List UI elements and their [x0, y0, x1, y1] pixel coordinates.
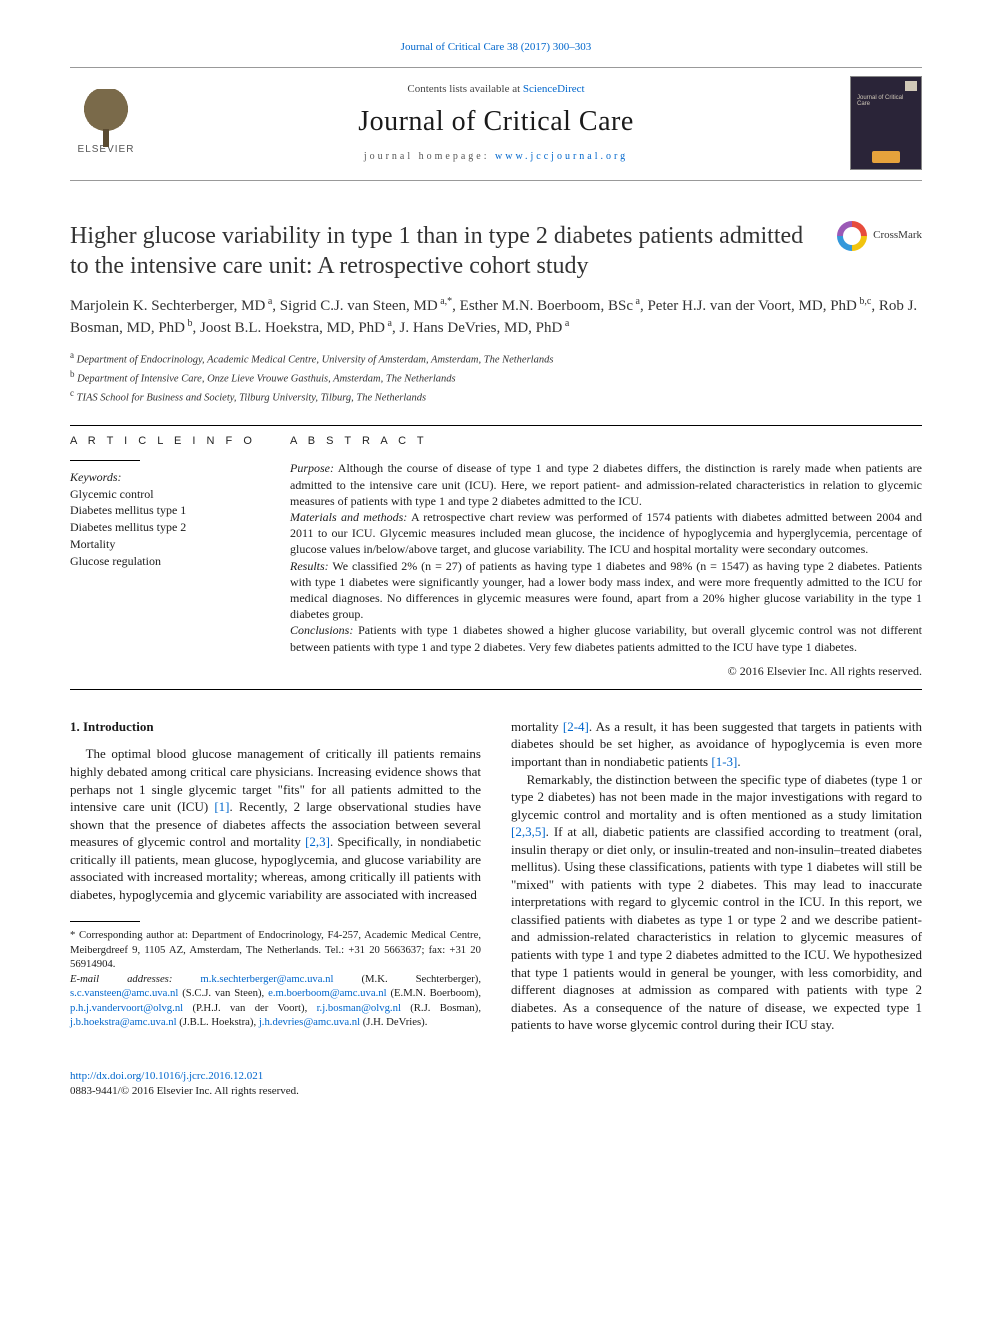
ref-link[interactable]: [1] — [214, 799, 229, 814]
authors-list: Marjolein K. Sechterberger, MD a, Sigrid… — [70, 295, 922, 339]
ref-link[interactable]: [1-3] — [711, 754, 737, 769]
abstract-methods-label: Materials and methods: — [290, 510, 407, 524]
doi-link[interactable]: http://dx.doi.org/10.1016/j.jcrc.2016.12… — [70, 1070, 263, 1082]
crossmark-label: CrossMark — [873, 228, 922, 243]
abstract-text: Purpose: Although the course of disease … — [290, 460, 922, 654]
publisher-logo: ELSEVIER — [70, 82, 142, 164]
keywords-list: Glycemic controlDiabetes mellitus type 1… — [70, 486, 266, 570]
ref-link[interactable]: [2-4] — [563, 719, 589, 734]
abstract-copyright: © 2016 Elsevier Inc. All rights reserved… — [290, 663, 922, 679]
section-rule — [70, 689, 922, 690]
author-email-link[interactable]: e.m.boerboom@amc.uva.nl — [268, 987, 386, 999]
body-column-right: mortality [2-4]. As a result, it has bee… — [511, 718, 922, 1099]
abstract-conclusions-label: Conclusions: — [290, 623, 353, 637]
abstract-conclusions: Patients with type 1 diabetes showed a h… — [290, 623, 922, 653]
journal-cover-thumb: Journal of Critical Care — [850, 76, 922, 170]
article-info-rule — [70, 460, 140, 461]
abstract-head: A B S T R A C T — [290, 434, 922, 449]
corresponding-author-note: * Corresponding author at: Department of… — [70, 928, 481, 971]
journal-name: Journal of Critical Care — [142, 103, 850, 141]
intro-heading: 1. Introduction — [70, 718, 481, 736]
footnotes: * Corresponding author at: Department of… — [70, 928, 481, 1029]
intro-paragraph-right-1: mortality [2-4]. As a result, it has bee… — [511, 718, 922, 771]
author-email-link[interactable]: m.k.sechterberger@amc.uva.nl — [200, 973, 333, 985]
issn-line: 0883-9441/© 2016 Elsevier Inc. All right… — [70, 1085, 299, 1097]
doi-block: http://dx.doi.org/10.1016/j.jcrc.2016.12… — [70, 1069, 481, 1099]
contents-available-line: Contents lists available at ScienceDirec… — [142, 82, 850, 97]
abstract-purpose-label: Purpose: — [290, 461, 334, 475]
journal-homepage-line: journal homepage: www.jccjournal.org — [142, 150, 850, 164]
abstract-results-label: Results: — [290, 559, 329, 573]
ref-link[interactable]: [2,3] — [305, 834, 330, 849]
author-email-link[interactable]: j.h.devries@amc.uva.nl — [259, 1016, 360, 1028]
citation-link[interactable]: Journal of Critical Care 38 (2017) 300–3… — [401, 41, 592, 53]
abstract-purpose: Although the course of disease of type 1… — [290, 461, 922, 507]
email-addresses-block: E-mail addresses: m.k.sechterberger@amc.… — [70, 972, 481, 1030]
journal-homepage-link[interactable]: www.jccjournal.org — [495, 151, 628, 162]
keywords-label: Keywords: — [70, 469, 266, 485]
author-email-link[interactable]: s.c.vansteen@amc.uva.nl — [70, 987, 178, 999]
author-email-link[interactable]: p.h.j.vandervoort@olvg.nl — [70, 1002, 183, 1014]
crossmark-badge[interactable]: CrossMark — [837, 221, 922, 251]
crossmark-icon — [837, 221, 867, 251]
journal-header: ELSEVIER Contents lists available at Sci… — [70, 67, 922, 181]
footnote-rule — [70, 921, 140, 922]
abstract-results: We classified 2% (n = 27) of patients as… — [290, 559, 922, 622]
author-email-link[interactable]: r.j.bosman@olvg.nl — [317, 1002, 401, 1014]
author-email-link[interactable]: j.b.hoekstra@amc.uva.nl — [70, 1016, 177, 1028]
section-rule — [70, 425, 922, 426]
citation-line: Journal of Critical Care 38 (2017) 300–3… — [70, 40, 922, 55]
affiliations: a Department of Endocrinology, Academic … — [70, 349, 922, 407]
journal-cover-text: Journal of Critical Care — [857, 95, 915, 108]
article-title: Higher glucose variability in type 1 tha… — [70, 221, 837, 281]
ref-link[interactable]: [2,3,5] — [511, 824, 546, 839]
elsevier-tree-icon — [81, 89, 131, 139]
article-info-head: A R T I C L E I N F O — [70, 434, 266, 449]
body-column-left: 1. Introduction The optimal blood glucos… — [70, 718, 481, 1099]
intro-paragraph-left: The optimal blood glucose management of … — [70, 745, 481, 903]
sciencedirect-link[interactable]: ScienceDirect — [523, 83, 585, 95]
intro-paragraph-right-2: Remarkably, the distinction between the … — [511, 771, 922, 1034]
